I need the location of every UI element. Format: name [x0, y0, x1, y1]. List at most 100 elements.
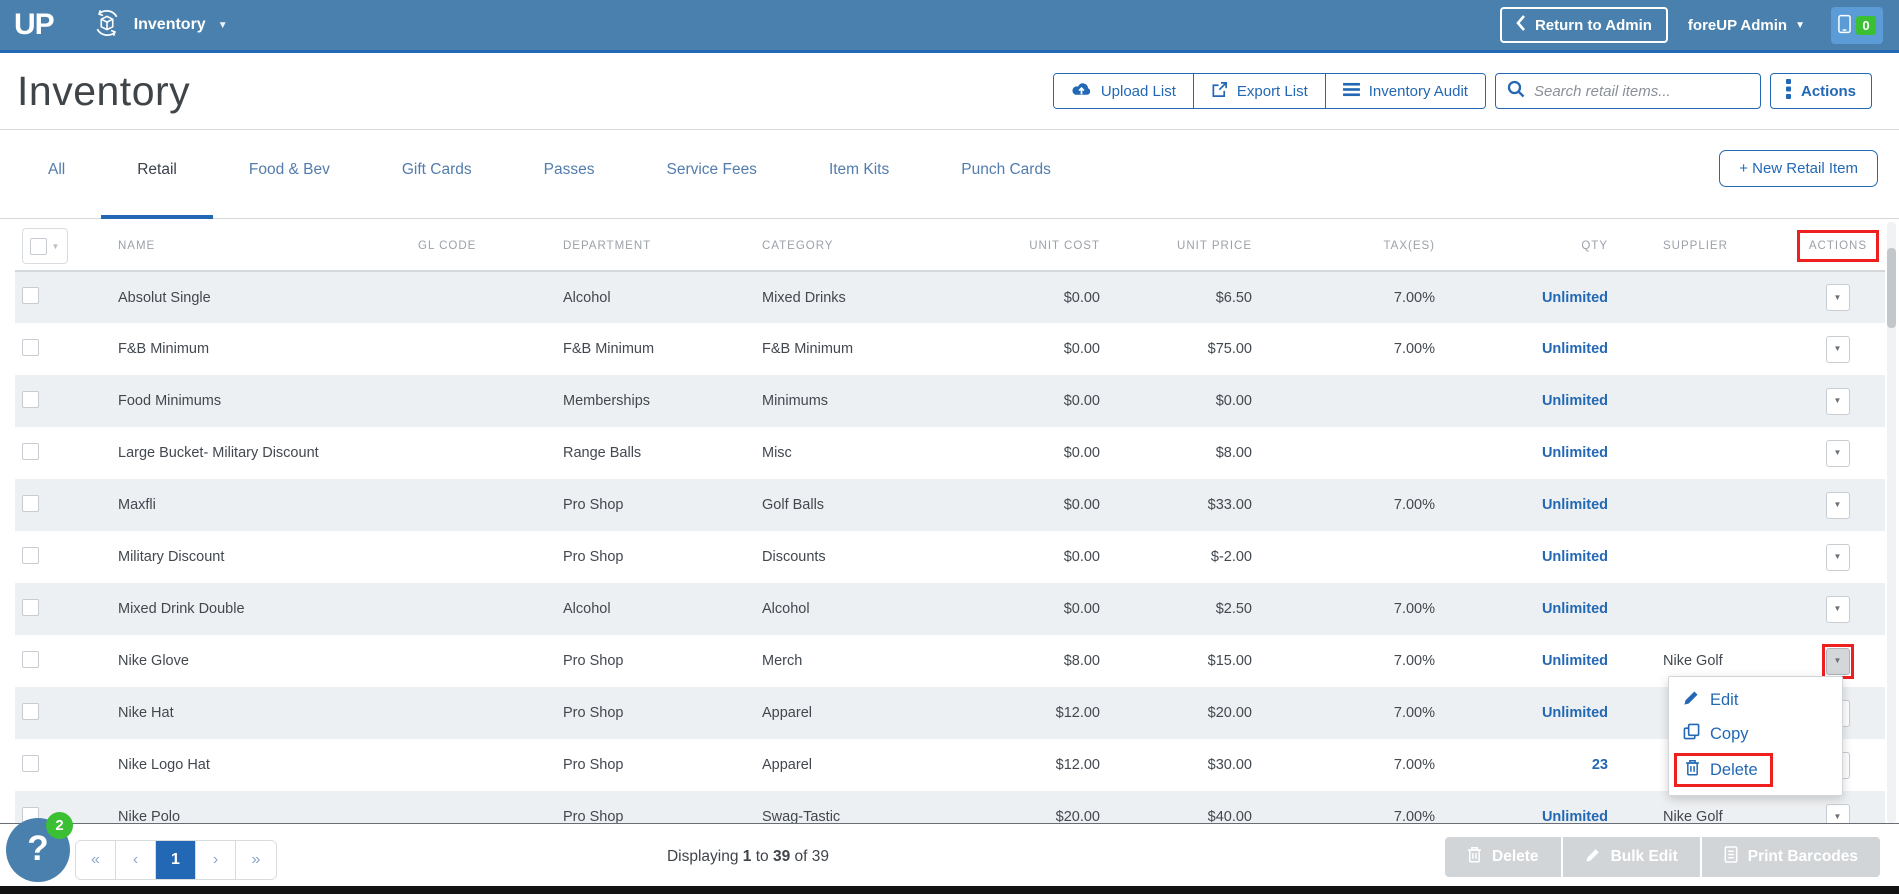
select-all-checkbox[interactable] — [29, 237, 47, 255]
row-actions-dropdown-button[interactable]: ▼ — [1825, 595, 1850, 623]
table-row: Food Minimums Memberships Minimums $0.00… — [15, 375, 1885, 427]
select-all-dropdown-button[interactable]: ▼ — [22, 228, 68, 264]
print-barcodes-button[interactable]: Print Barcodes — [1701, 837, 1880, 877]
row-checkbox[interactable] — [22, 546, 39, 564]
row-checkbox[interactable] — [22, 598, 39, 616]
chevron-left-icon — [1516, 15, 1526, 35]
item-qty-link[interactable]: Unlimited — [1541, 653, 1608, 669]
first-page-button[interactable]: « — [76, 841, 116, 879]
row-checkbox[interactable] — [22, 754, 39, 772]
item-unit-price: $40.00 — [1207, 809, 1252, 824]
row-actions-dropdown-button[interactable]: ▼ — [1825, 803, 1850, 824]
column-header-unit-cost[interactable]: UNIT COST — [1008, 222, 1108, 272]
caret-down-icon: ▼ — [1833, 552, 1842, 561]
search-input[interactable] — [1533, 82, 1749, 100]
row-actions-dropdown-button[interactable]: ▼ — [1825, 335, 1850, 363]
table-header-row: ▼ NAME GL CODE DEPARTMENT CATEGORY UNIT … — [15, 222, 1885, 272]
row-actions-dropdown-button[interactable]: ▼ — [1825, 491, 1850, 519]
item-supplier — [1608, 531, 1790, 583]
chevron-down-icon: ▼ — [1795, 19, 1805, 31]
column-header-gl-code[interactable]: GL CODE — [410, 222, 558, 272]
foreup-logo[interactable]: UP — [14, 8, 55, 41]
item-qty-link[interactable]: 23 — [1591, 757, 1608, 773]
menu-item-delete[interactable]: Delete — [1669, 751, 1842, 787]
item-qty-link[interactable]: Unlimited — [1541, 341, 1608, 357]
row-actions-dropdown-button[interactable]: ▼ — [1825, 543, 1850, 571]
item-unit-cost: $0.00 — [1063, 341, 1100, 357]
vertical-scrollbar[interactable] — [1887, 222, 1896, 823]
column-header-actions[interactable]: ACTIONS — [1808, 240, 1867, 252]
tab-punch-cards[interactable]: Punch Cards — [961, 161, 1051, 178]
item-department: Alcohol — [563, 601, 611, 617]
help-notification-badge[interactable]: 2 — [46, 812, 73, 839]
row-checkbox[interactable] — [22, 702, 39, 720]
tab-gift-cards[interactable]: Gift Cards — [401, 161, 472, 178]
next-page-button[interactable]: › — [196, 841, 236, 879]
export-list-button[interactable]: Export List — [1193, 74, 1326, 108]
item-qty-link[interactable]: Unlimited — [1541, 601, 1608, 617]
item-unit-price: $0.00 — [1215, 393, 1252, 409]
column-header-department[interactable]: DEPARTMENT — [558, 222, 758, 272]
tab-passes[interactable]: Passes — [543, 161, 595, 178]
item-department: Pro Shop — [563, 809, 624, 824]
menu-item-edit[interactable]: Edit — [1669, 683, 1842, 717]
help-button[interactable]: ? 2 — [6, 812, 73, 882]
current-page-button[interactable]: 1 — [156, 841, 196, 879]
category-tabs-bar: All Retail Food & Bev Gift Cards Passes Servi… — [0, 130, 1899, 219]
column-header-name[interactable]: NAME — [90, 222, 410, 272]
column-header-supplier[interactable]: SUPPLIER — [1608, 222, 1790, 272]
export-icon — [1211, 81, 1228, 102]
item-category: Minimums — [762, 393, 829, 409]
item-department: Range Balls — [563, 445, 642, 461]
row-actions-dropdown-button[interactable]: ▼ — [1825, 439, 1850, 467]
row-checkbox[interactable] — [22, 442, 39, 460]
bulk-edit-button[interactable]: Bulk Edit — [1562, 837, 1700, 877]
item-qty-link[interactable]: Unlimited — [1541, 549, 1608, 565]
column-header-unit-price[interactable]: UNIT PRICE — [1108, 222, 1260, 272]
column-header-category[interactable]: CATEGORY — [758, 222, 1008, 272]
row-checkbox[interactable] — [22, 494, 39, 512]
row-actions-dropdown-button[interactable]: ▼ — [1825, 387, 1850, 415]
caret-down-icon: ▼ — [51, 241, 61, 251]
document-icon — [1724, 846, 1738, 868]
bottom-edge-bar — [0, 886, 1899, 894]
item-qty-link[interactable]: Unlimited — [1541, 393, 1608, 409]
top-navigation-bar: UP Inventory ▼ Return to Admin foreUP Ad… — [0, 0, 1899, 53]
item-qty-link[interactable]: Unlimited — [1541, 809, 1608, 824]
column-header-qty[interactable]: QTY — [1443, 222, 1608, 272]
item-qty-link[interactable]: Unlimited — [1541, 705, 1608, 721]
row-checkbox[interactable] — [22, 338, 39, 356]
bulk-delete-button[interactable]: Delete — [1445, 837, 1561, 877]
item-unit-cost: $0.00 — [1063, 497, 1100, 513]
module-switcher[interactable]: Inventory ▼ — [92, 8, 228, 43]
row-actions-dropdown-button[interactable]: ▼ — [1825, 647, 1850, 675]
item-qty-link[interactable]: Unlimited — [1541, 289, 1608, 306]
inventory-audit-button[interactable]: Inventory Audit — [1325, 74, 1485, 108]
tab-service-fees[interactable]: Service Fees — [666, 161, 757, 178]
last-page-button[interactable]: » — [236, 841, 276, 879]
row-checkbox[interactable] — [22, 287, 39, 304]
tab-retail[interactable]: Retail — [101, 130, 213, 219]
actions-button[interactable]: Actions — [1769, 73, 1872, 109]
item-qty-link[interactable]: Unlimited — [1541, 445, 1608, 461]
row-checkbox[interactable] — [22, 390, 39, 408]
row-actions-dropdown-button[interactable]: ▼ — [1825, 284, 1850, 311]
column-header-taxes[interactable]: TAX(ES) — [1260, 222, 1443, 272]
row-checkbox[interactable] — [22, 650, 39, 668]
admin-user-menu[interactable]: foreUP Admin ▼ — [1687, 16, 1805, 34]
menu-item-copy[interactable]: Copy — [1669, 717, 1842, 751]
upload-list-button[interactable]: Upload List — [1053, 74, 1194, 108]
item-qty-link[interactable]: Unlimited — [1541, 497, 1608, 513]
module-label: Inventory — [133, 16, 206, 33]
phone-notifications-button[interactable]: 0 — [1831, 6, 1883, 44]
new-retail-item-button[interactable]: + New Retail Item — [1719, 150, 1878, 187]
tab-food-bev[interactable]: Food & Bev — [248, 161, 330, 178]
item-name: Absolut Single — [118, 289, 211, 306]
tab-item-kits[interactable]: Item Kits — [828, 161, 890, 178]
previous-page-button[interactable]: ‹ — [116, 841, 156, 879]
item-department: F&B Minimum — [563, 341, 655, 357]
item-supplier — [1608, 323, 1790, 375]
return-to-admin-button[interactable]: Return to Admin — [1499, 7, 1668, 43]
scrollbar-thumb[interactable] — [1887, 248, 1896, 328]
tab-all[interactable]: All — [48, 161, 66, 178]
